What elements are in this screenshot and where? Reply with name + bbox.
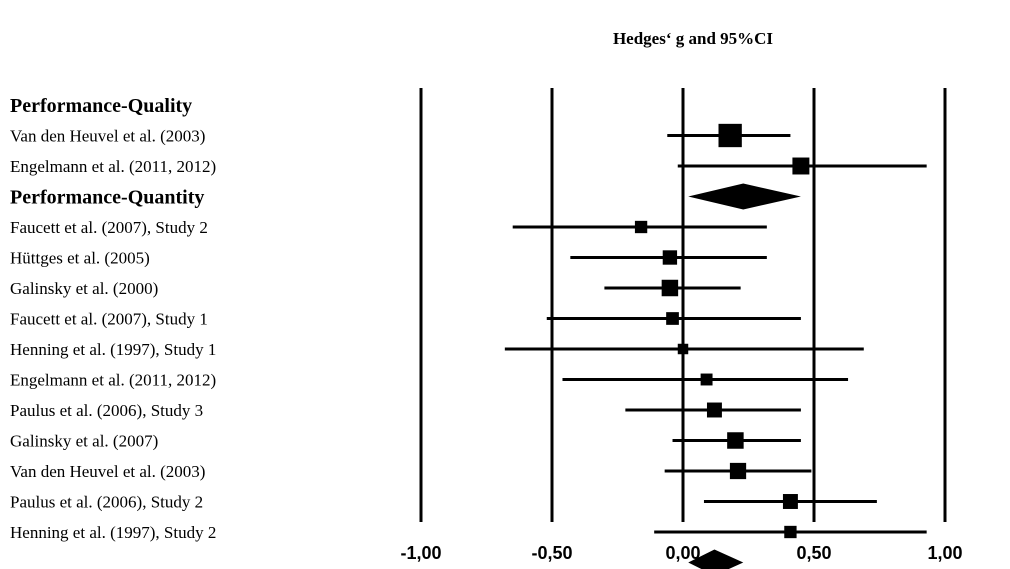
- x-tick-label: -1,00: [400, 543, 441, 563]
- study-label: Paulus et al. (2006), Study 2: [10, 493, 203, 512]
- study-label: Engelmann et al. (2011, 2012): [10, 371, 216, 390]
- study-label: Faucett et al. (2007), Study 1: [10, 310, 208, 329]
- plot-title: Hedges‘ g and 95%CI: [613, 29, 773, 48]
- study-label: Galinsky et al. (2007): [10, 432, 158, 451]
- group-header: Performance-Quantity: [10, 187, 204, 209]
- reference-lines: [419, 88, 947, 522]
- point-estimate-square: [782, 494, 798, 509]
- x-tick-label: 0,50: [796, 543, 831, 563]
- point-estimate-square: [700, 373, 713, 386]
- study-labels: Performance-Quality Van den Heuvel et al.…: [10, 95, 216, 542]
- point-estimate-square: [634, 220, 648, 234]
- x-tick-label: 0,00: [665, 543, 700, 563]
- study-label: Henning et al. (1997), Study 1: [10, 340, 216, 359]
- study-label: Engelmann et al. (2011, 2012): [10, 157, 216, 176]
- point-estimate-square: [729, 462, 747, 480]
- study-label: Hüttges et al. (2005): [10, 249, 150, 268]
- x-tick-label: 1,00: [927, 543, 962, 563]
- point-estimate-square: [727, 432, 744, 449]
- x-tick-label: -0,50: [531, 543, 572, 563]
- point-estimate-square: [792, 157, 810, 175]
- study-label: Faucett et al. (2007), Study 2: [10, 218, 208, 237]
- point-estimate-square: [784, 525, 797, 539]
- summary-diamond: [688, 549, 744, 569]
- study-label: Henning et al. (1997), Study 2: [10, 523, 216, 542]
- point-estimate-square: [666, 312, 679, 325]
- study-label: Van den Heuvel et al. (2003): [10, 462, 205, 481]
- point-estimate-square: [661, 279, 679, 297]
- study-label: Galinsky et al. (2000): [10, 279, 158, 298]
- x-axis-tick-labels: -1,00 -0,50 0,00 0,50 1,00: [400, 543, 962, 563]
- study-label: Van den Heuvel et al. (2003): [10, 127, 205, 146]
- point-estimate-square: [706, 402, 722, 418]
- point-estimate-square: [718, 123, 742, 148]
- point-estimate-square: [662, 250, 678, 265]
- summary-diamond: [688, 183, 801, 210]
- study-label: Paulus et al. (2006), Study 3: [10, 401, 203, 420]
- effect-marks: [504, 123, 927, 569]
- group-header: Performance-Quality: [10, 95, 192, 117]
- point-estimate-square: [677, 343, 689, 355]
